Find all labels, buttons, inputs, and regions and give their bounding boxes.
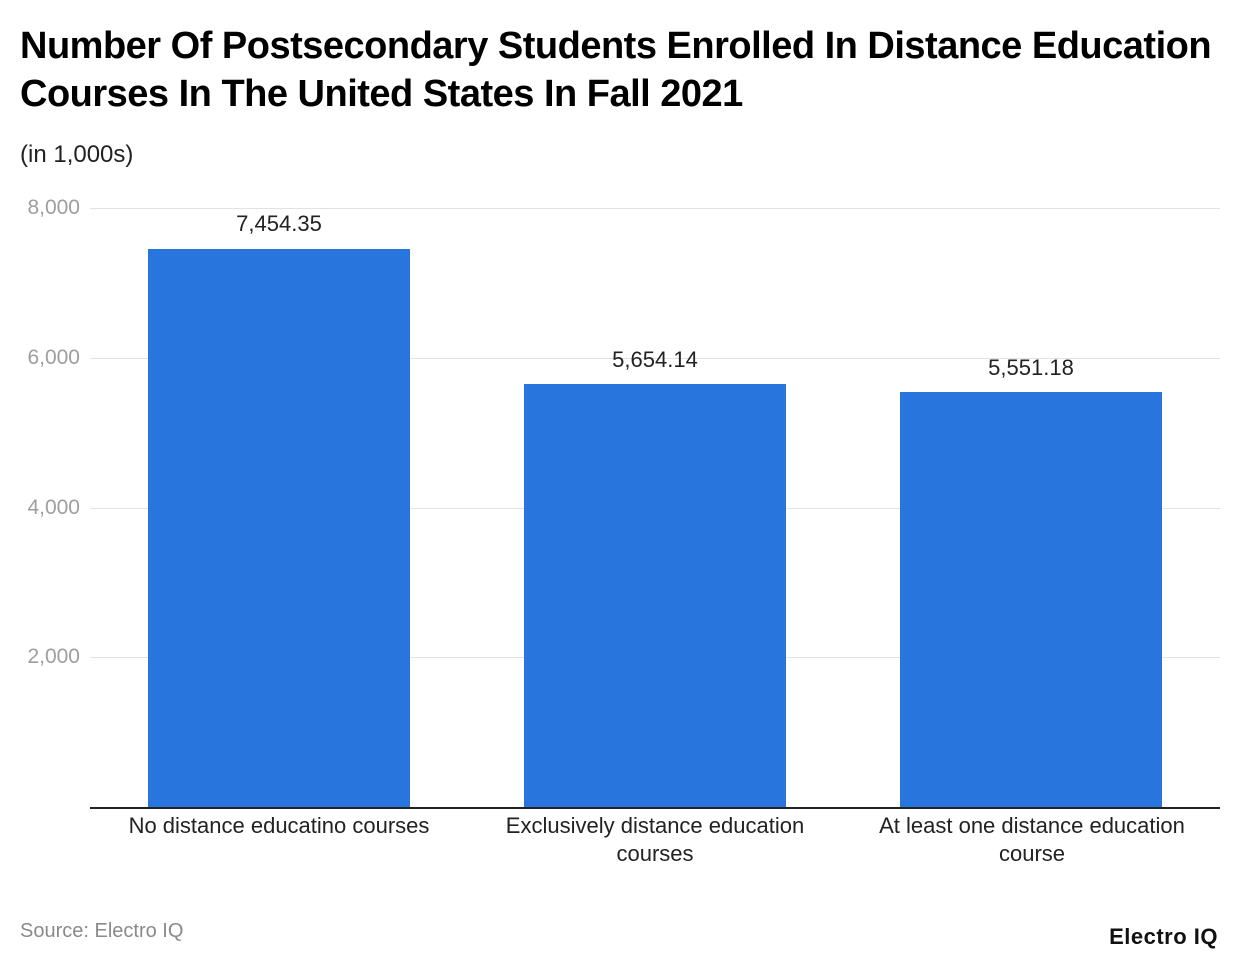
y-tick-label: 2,000 [27,645,80,668]
bar-exclusively-distance[interactable] [524,384,786,807]
chart-title: Number Of Postsecondary Students Enrolle… [20,25,1212,115]
plot-area: 8,000 6,000 4,000 2,000 7,454.35 5,654.1… [27,196,1220,809]
x-axis-line [90,807,1220,809]
gridline-8000 [90,208,1220,209]
source-note: Source: Electro IQ [20,920,184,942]
bar-at-least-one-distance[interactable] [900,392,1162,807]
bar-no-distance[interactable] [148,249,410,807]
chart-subtitle: (in 1,000s) [20,141,134,168]
bar-value-label: 7,454.35 [236,211,322,236]
y-tick-label: 8,000 [27,196,80,219]
brand-logo: Electro IQ [1109,924,1218,949]
y-tick-label: 4,000 [27,496,80,519]
gridline-6000 [90,358,1220,359]
x-category-label: At least one distance education course [879,813,1185,866]
bar-value-label: 5,654.14 [612,347,698,372]
x-category-label: Exclusively distance education courses [505,813,805,866]
bar-value-label: 5,551.18 [988,355,1074,380]
y-tick-label: 6,000 [27,346,80,369]
x-category-label: No distance educatino courses [128,813,430,838]
